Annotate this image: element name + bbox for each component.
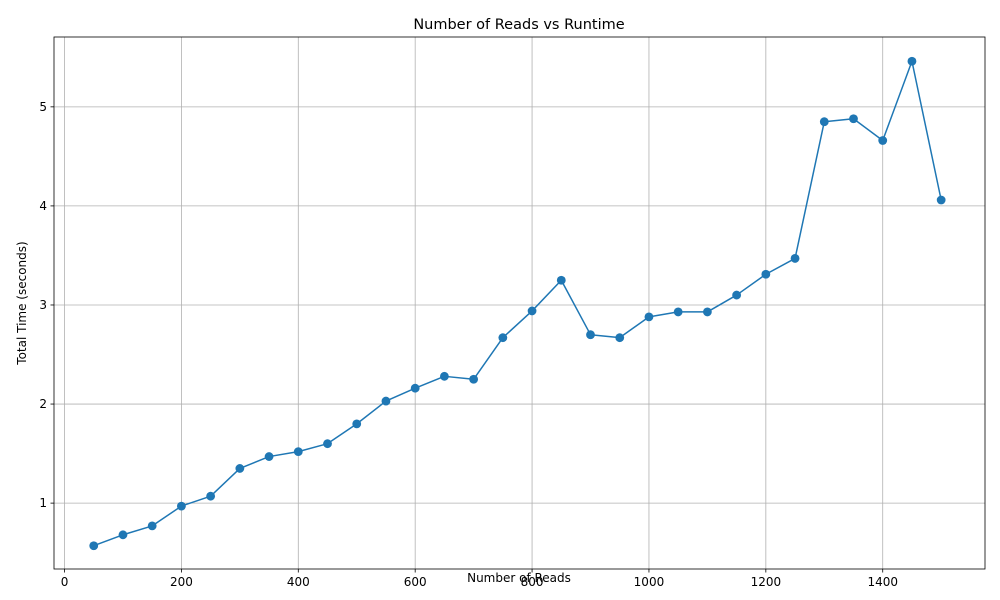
series-line xyxy=(93,60,942,547)
data-point xyxy=(177,501,186,511)
chart-title: Number of Reads vs Runtime xyxy=(413,17,624,33)
data-point xyxy=(615,333,625,343)
data-point xyxy=(410,383,420,393)
data-point xyxy=(878,136,888,145)
data-point xyxy=(352,419,362,429)
x-tick-label: 400 xyxy=(287,575,310,589)
data-point xyxy=(556,275,566,285)
data-point xyxy=(147,521,157,531)
x-tick-label: 200 xyxy=(170,575,193,589)
data-point xyxy=(702,307,712,317)
y-tick-label: 1 xyxy=(39,496,47,510)
data-point xyxy=(264,452,274,461)
y-tick-label: 2 xyxy=(39,397,47,411)
data-point xyxy=(118,530,128,540)
data-point xyxy=(206,491,216,501)
x-axis: 0 200 400 600 800 1000 1200 1400 xyxy=(61,569,898,589)
data-point xyxy=(235,464,245,473)
data-point xyxy=(381,396,391,406)
grid-lines xyxy=(54,37,985,569)
data-point xyxy=(849,114,858,124)
plot-background xyxy=(54,37,985,569)
data-point xyxy=(498,333,508,343)
y-tick-label: 5 xyxy=(39,100,47,114)
data-point xyxy=(790,254,800,263)
data-point xyxy=(761,269,771,279)
x-tick-label: 1200 xyxy=(751,575,782,589)
plot-frame xyxy=(53,36,986,570)
data-point xyxy=(673,307,683,317)
data-point xyxy=(469,374,479,384)
data-point xyxy=(293,447,303,457)
y-axis-label: Total Time (seconds) xyxy=(15,241,29,365)
x-tick-label: 600 xyxy=(404,575,427,589)
x-tick-label: 1000 xyxy=(634,575,665,589)
data-point xyxy=(323,439,332,449)
x-axis-label: Number of Reads xyxy=(467,571,571,585)
data-point xyxy=(440,371,449,381)
data-point xyxy=(907,56,917,66)
data-point xyxy=(819,117,829,127)
x-tick-label: 800 xyxy=(521,575,544,589)
data-point xyxy=(644,312,654,322)
y-axis: 1 2 3 4 5 xyxy=(39,100,54,510)
data-point xyxy=(527,306,537,316)
data-point xyxy=(89,541,99,551)
y-tick-label: 4 xyxy=(39,199,47,213)
data-point xyxy=(936,195,946,205)
data-point xyxy=(586,330,595,340)
y-tick-label: 3 xyxy=(39,298,47,312)
plot-area xyxy=(53,36,986,570)
x-tick-label: 1400 xyxy=(867,575,898,589)
x-tick-label: 0 xyxy=(61,575,69,589)
series-layer xyxy=(89,56,946,551)
data-point xyxy=(732,290,742,300)
